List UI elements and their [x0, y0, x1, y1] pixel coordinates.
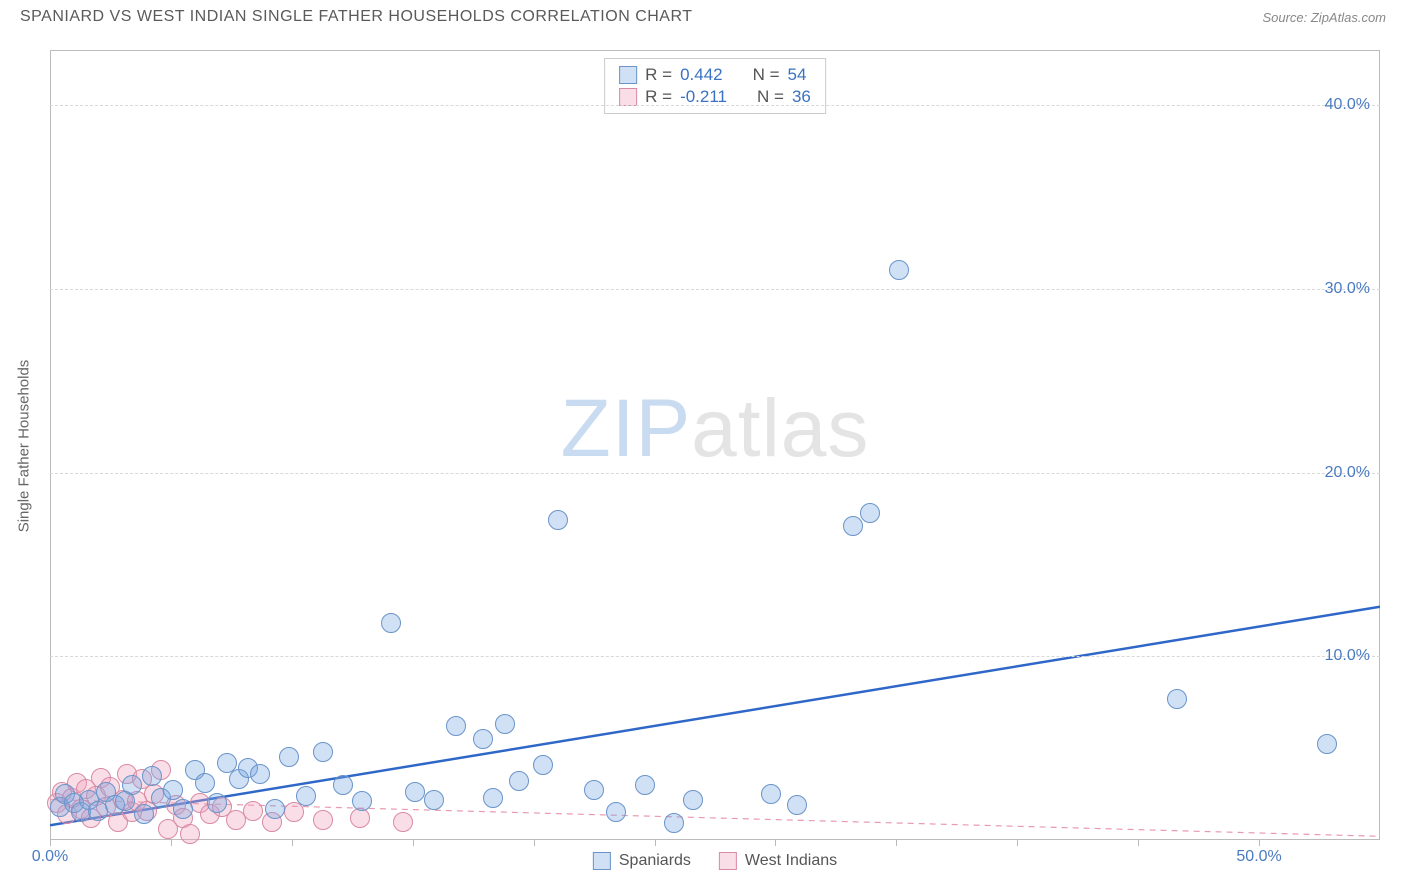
xtick-mark: [655, 840, 656, 846]
bubble-a: [889, 260, 909, 280]
bubble-a: [381, 613, 401, 633]
bubble-b: [284, 802, 304, 822]
bubble-a: [635, 775, 655, 795]
bubble-a: [207, 793, 227, 813]
bubble-a: [313, 742, 333, 762]
bubble-a: [250, 764, 270, 784]
r-value-a: 0.442: [680, 65, 723, 85]
ytick-label: 10.0%: [1325, 647, 1370, 665]
bubble-a: [122, 775, 142, 795]
legend-label-a: Spaniards: [619, 852, 691, 870]
chart-title: SPANIARD VS WEST INDIAN SINGLE FATHER HO…: [20, 8, 693, 26]
n-label-a: N =: [753, 65, 780, 85]
r-value-b: -0.211: [680, 87, 727, 107]
legend-item-a: Spaniards: [593, 852, 691, 870]
bubble-a: [683, 790, 703, 810]
bubble-a: [606, 802, 626, 822]
legend-swatch-b: [719, 852, 737, 870]
bubble-a: [548, 510, 568, 530]
swatch-a: [619, 66, 637, 84]
xtick-mark: [171, 840, 172, 846]
xtick-mark: [775, 840, 776, 846]
bubble-a: [173, 799, 193, 819]
ytick-label: 40.0%: [1325, 96, 1370, 114]
legend-item-b: West Indians: [719, 852, 837, 870]
gridline-h: [50, 289, 1380, 290]
source-label: Source: ZipAtlas.com: [1262, 10, 1386, 25]
ytick-label: 20.0%: [1325, 464, 1370, 482]
xtick-mark: [534, 840, 535, 846]
bubble-a: [1317, 734, 1337, 754]
xtick-mark: [1017, 840, 1018, 846]
bubble-a: [787, 795, 807, 815]
xtick-mark: [50, 840, 51, 846]
bubble-a: [134, 804, 154, 824]
bubble-a: [843, 516, 863, 536]
bubble-a: [761, 784, 781, 804]
bubble-a: [142, 766, 162, 786]
bubble-a: [473, 729, 493, 749]
bubble-a: [664, 813, 684, 833]
bubble-b: [313, 810, 333, 830]
bubble-a: [584, 780, 604, 800]
xtick-label: 50.0%: [1236, 848, 1281, 866]
bubble-a: [333, 775, 353, 795]
bubble-a: [352, 791, 372, 811]
bubble-a: [446, 716, 466, 736]
bubble-a: [1167, 689, 1187, 709]
legend-swatch-a: [593, 852, 611, 870]
xtick-label: 0.0%: [32, 848, 68, 866]
gridline-h: [50, 473, 1380, 474]
bottom-legend: Spaniards West Indians: [593, 852, 837, 870]
bubble-a: [495, 714, 515, 734]
bubble-a: [860, 503, 880, 523]
xtick-mark: [1259, 840, 1260, 846]
bubble-a: [483, 788, 503, 808]
bubble-a: [424, 790, 444, 810]
stats-row-a: R = 0.442 N = 54: [619, 64, 811, 86]
n-value-a: 54: [788, 65, 807, 85]
gridline-h: [50, 656, 1380, 657]
legend-label-b: West Indians: [745, 852, 837, 870]
bubble-b: [243, 801, 263, 821]
gridline-h: [50, 105, 1380, 106]
swatch-b: [619, 88, 637, 106]
bubble-a: [265, 799, 285, 819]
n-label-b: N =: [757, 87, 784, 107]
bubble-a: [296, 786, 316, 806]
plot-border: [50, 50, 1380, 840]
n-value-b: 36: [792, 87, 811, 107]
ytick-label: 30.0%: [1325, 280, 1370, 298]
xtick-mark: [1138, 840, 1139, 846]
xtick-mark: [292, 840, 293, 846]
bubble-a: [405, 782, 425, 802]
y-axis-label: Single Father Households: [16, 360, 33, 533]
bubble-a: [533, 755, 553, 775]
r-label-b: R =: [645, 87, 672, 107]
bubble-a: [195, 773, 215, 793]
chart-area: ZIPatlas R = 0.442 N = 54 R = -0.211 N =…: [50, 50, 1380, 840]
r-label-a: R =: [645, 65, 672, 85]
bubble-b: [180, 824, 200, 844]
bubble-a: [279, 747, 299, 767]
bubble-b: [393, 812, 413, 832]
xtick-mark: [896, 840, 897, 846]
bubble-a: [509, 771, 529, 791]
xtick-mark: [413, 840, 414, 846]
bubble-a: [163, 780, 183, 800]
